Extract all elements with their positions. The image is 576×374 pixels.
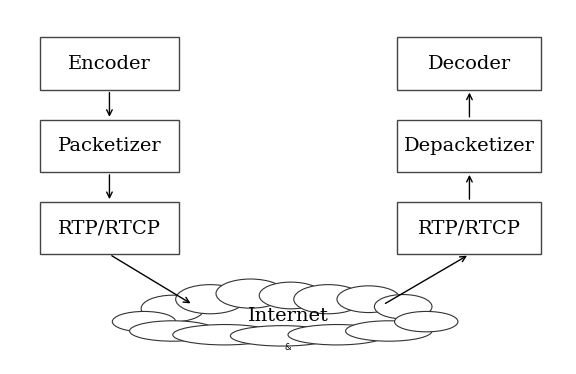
Ellipse shape — [288, 325, 386, 345]
Ellipse shape — [337, 286, 400, 313]
Text: Internet: Internet — [248, 307, 328, 325]
Ellipse shape — [230, 326, 334, 346]
Text: Packetizer: Packetizer — [58, 137, 161, 155]
Ellipse shape — [112, 312, 176, 332]
Ellipse shape — [141, 295, 204, 322]
FancyBboxPatch shape — [40, 120, 179, 172]
Text: RTP/RTCP: RTP/RTCP — [418, 219, 521, 237]
Ellipse shape — [374, 295, 432, 319]
Text: RTP/RTCP: RTP/RTCP — [58, 219, 161, 237]
Text: Depacketizer: Depacketizer — [404, 137, 535, 155]
Ellipse shape — [130, 321, 216, 341]
Ellipse shape — [346, 321, 432, 341]
Ellipse shape — [395, 312, 458, 332]
Ellipse shape — [216, 279, 285, 308]
Text: Encoder: Encoder — [68, 55, 151, 73]
Ellipse shape — [294, 285, 363, 314]
FancyBboxPatch shape — [397, 37, 541, 90]
FancyBboxPatch shape — [397, 120, 541, 172]
Ellipse shape — [176, 285, 245, 314]
FancyBboxPatch shape — [397, 202, 541, 254]
Text: &: & — [285, 343, 291, 352]
Ellipse shape — [173, 325, 276, 345]
FancyBboxPatch shape — [40, 202, 179, 254]
FancyBboxPatch shape — [40, 37, 179, 90]
Ellipse shape — [259, 282, 323, 309]
Text: Decoder: Decoder — [428, 55, 511, 73]
